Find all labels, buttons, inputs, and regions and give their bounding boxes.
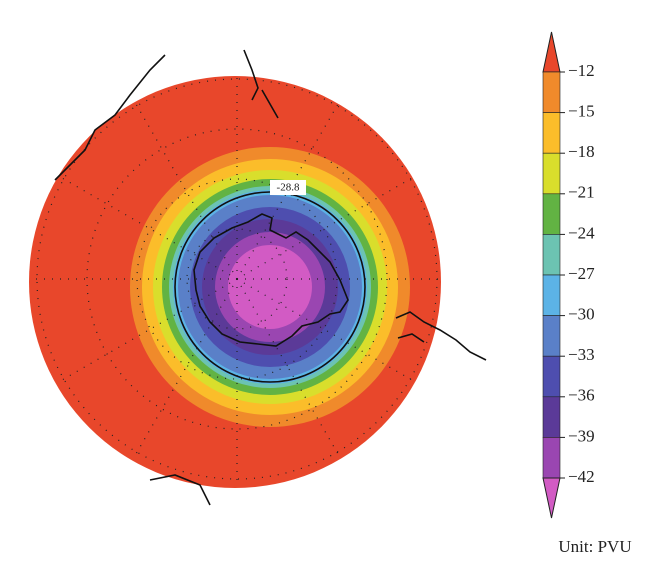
colorbar-tick-label: −33 xyxy=(568,345,595,364)
colorbar-tick-label: −15 xyxy=(568,102,595,121)
unit-label: Unit: PVU xyxy=(558,537,631,556)
latitude-line xyxy=(136,178,338,380)
colorbar-band xyxy=(542,152,561,195)
latitude-line xyxy=(186,228,288,330)
colorbar-band xyxy=(542,234,561,276)
colorbar-band xyxy=(542,396,561,438)
contour-label: -28.8 xyxy=(277,182,300,194)
colorbar-band xyxy=(542,112,561,154)
contour-fill xyxy=(228,245,312,329)
coastline xyxy=(193,213,349,347)
colorbar-tick-label: −36 xyxy=(568,386,595,405)
colorbar-band xyxy=(542,71,561,113)
colorbar-band xyxy=(542,274,561,316)
colorbar-tick-label: −30 xyxy=(568,305,595,324)
colorbar: −12 −15 −18 −21 −24 −27 −30 −33 −36 −39 −42 Unit: P… xyxy=(542,31,632,556)
coastline xyxy=(395,311,487,361)
colorbar-tick-label: −21 xyxy=(568,183,595,202)
colorbar-band xyxy=(542,355,561,398)
coastline xyxy=(54,54,166,181)
colorbar-tick-label: −27 xyxy=(568,264,595,283)
colorbar-tick-label: −39 xyxy=(568,426,595,445)
colorbar-extension-bottom xyxy=(542,477,561,519)
colorbar-tick-label: −12 xyxy=(568,61,595,80)
colorbar-band xyxy=(542,437,561,479)
colorbar-tick-label: −18 xyxy=(568,142,595,161)
coastline xyxy=(149,474,211,506)
colorbar-band xyxy=(542,315,561,357)
contour-label-box xyxy=(270,180,306,195)
latitude-line xyxy=(86,128,388,430)
colorbar-band xyxy=(542,193,561,235)
colorbar-tick-label: −42 xyxy=(568,467,595,486)
polar-map: -28.8 xyxy=(29,49,487,506)
colorbar-extension-top xyxy=(542,31,561,73)
coastline xyxy=(243,49,279,119)
coastline xyxy=(397,333,425,343)
colorbar-tick-label: −24 xyxy=(568,223,595,242)
